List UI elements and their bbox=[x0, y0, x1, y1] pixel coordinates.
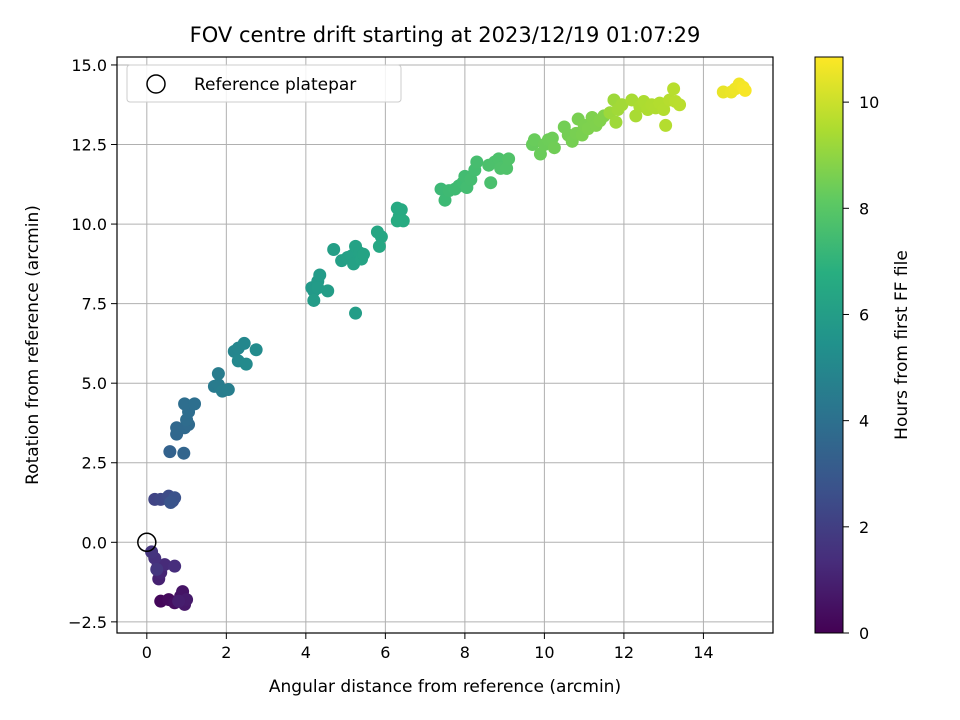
grid bbox=[117, 57, 773, 633]
data-point bbox=[164, 496, 178, 510]
colorbar: 0 2 4 6 8 10 Hours from first FF file bbox=[814, 56, 912, 643]
reference-platepar-marker bbox=[137, 532, 157, 553]
legend-box bbox=[126, 64, 402, 103]
y-tick-label: 7.5 bbox=[82, 295, 107, 314]
data-point bbox=[667, 82, 681, 96]
y-tick-label: 15.0 bbox=[71, 56, 107, 75]
data-point bbox=[172, 594, 186, 608]
data-point bbox=[390, 214, 404, 228]
data-point bbox=[237, 336, 251, 350]
data-point bbox=[211, 367, 225, 381]
data-point bbox=[239, 357, 253, 371]
data-point bbox=[178, 397, 192, 411]
y-tick-label: 5.0 bbox=[82, 374, 107, 393]
data-point bbox=[394, 203, 408, 217]
data-point bbox=[657, 103, 671, 117]
data-point bbox=[168, 559, 182, 573]
colorbar-tick-label: 4 bbox=[859, 412, 869, 431]
data-point bbox=[327, 243, 341, 257]
y-tick-label: 12.5 bbox=[71, 136, 107, 155]
data-point bbox=[659, 118, 673, 132]
data-point bbox=[356, 247, 370, 261]
x-axis-ticks: 0 2 4 6 8 10 12 14 bbox=[142, 633, 714, 662]
data-point bbox=[145, 545, 159, 559]
data-point bbox=[150, 562, 164, 576]
data-point bbox=[307, 293, 321, 307]
data-point bbox=[163, 445, 177, 459]
data-point bbox=[527, 133, 541, 147]
x-tick-label: 0 bbox=[142, 643, 152, 662]
x-tick-label: 10 bbox=[534, 643, 554, 662]
data-point bbox=[470, 155, 484, 169]
x-tick-label: 14 bbox=[693, 643, 713, 662]
data-point bbox=[673, 98, 687, 112]
colorbar-ticks: 0 2 4 6 8 10 bbox=[843, 93, 879, 643]
data-point bbox=[502, 152, 516, 166]
x-tick-label: 4 bbox=[301, 643, 311, 662]
legend: Reference platepar bbox=[126, 64, 402, 103]
reference-marker-layer bbox=[137, 532, 157, 553]
colorbar-label: Hours from first FF file bbox=[892, 250, 912, 440]
plot-frame bbox=[116, 56, 774, 634]
colorbar-tick-label: 6 bbox=[859, 305, 869, 324]
colorbar-tick-label: 0 bbox=[859, 624, 869, 643]
y-axis-label: Rotation from reference (arcmin) bbox=[23, 205, 43, 485]
y-axis-ticks: −2.5 0.0 2.5 5.0 7.5 10.0 12.5 15.0 bbox=[68, 56, 117, 632]
y-tick-label: 2.5 bbox=[82, 454, 107, 473]
chart-title: FOV centre drift starting at 2023/12/19 … bbox=[190, 23, 701, 47]
data-point bbox=[609, 115, 623, 129]
data-points bbox=[145, 77, 752, 611]
data-point bbox=[547, 141, 561, 155]
colorbar-tick-label: 8 bbox=[859, 199, 869, 218]
data-point bbox=[313, 268, 327, 282]
x-axis-label: Angular distance from reference (arcmin) bbox=[269, 677, 621, 697]
data-point bbox=[188, 397, 202, 411]
x-tick-label: 2 bbox=[221, 643, 231, 662]
y-tick-label: −2.5 bbox=[68, 613, 107, 632]
legend-marker-reference bbox=[146, 74, 166, 94]
x-tick-label: 8 bbox=[460, 643, 470, 662]
y-tick-label: 10.0 bbox=[71, 215, 107, 234]
colorbar-tick-label: 10 bbox=[859, 93, 879, 112]
data-point bbox=[321, 284, 335, 298]
colorbar-tick-label: 2 bbox=[859, 518, 869, 537]
data-point bbox=[177, 446, 191, 460]
x-tick-label: 12 bbox=[614, 643, 634, 662]
legend-label-reference: Reference platepar bbox=[194, 75, 356, 95]
data-point bbox=[349, 306, 363, 320]
data-point bbox=[249, 343, 263, 357]
data-point bbox=[311, 281, 325, 295]
data-point bbox=[484, 176, 498, 190]
data-point bbox=[738, 83, 752, 97]
colorbar-gradient bbox=[814, 56, 844, 634]
x-tick-label: 6 bbox=[380, 643, 390, 662]
y-tick-label: 0.0 bbox=[82, 533, 107, 552]
data-point bbox=[615, 98, 629, 112]
data-point bbox=[221, 383, 235, 397]
data-point bbox=[372, 239, 386, 253]
